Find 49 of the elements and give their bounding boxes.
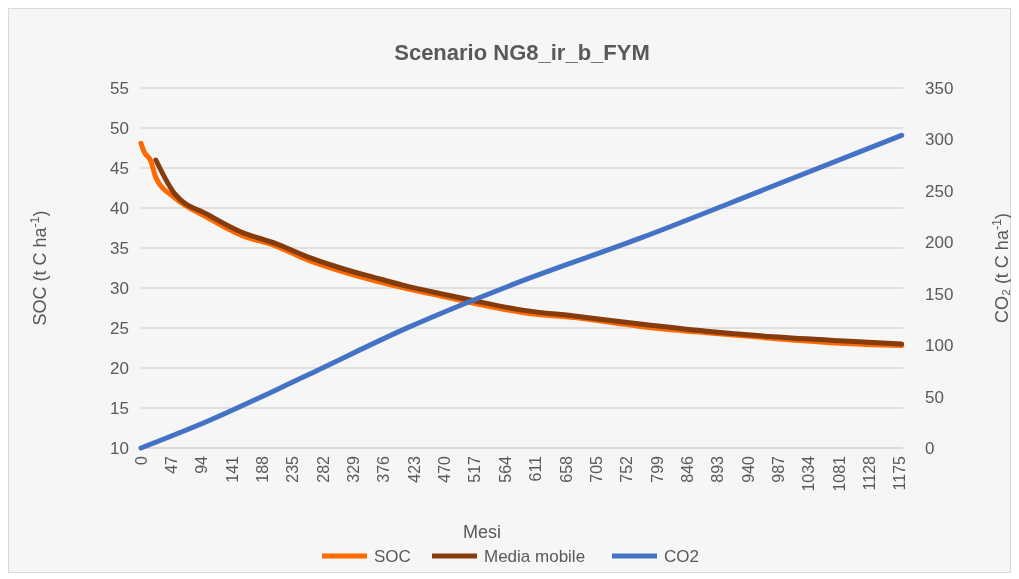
x-tick-label: 0: [132, 455, 150, 465]
y-tick-label: 30: [110, 278, 129, 298]
x-tick-label: 752: [618, 455, 636, 483]
y2-tick-label: 350: [925, 78, 954, 98]
x-tick-label: 517: [466, 455, 484, 483]
y2-tick-label: 300: [925, 130, 954, 150]
x-tick-label: 846: [678, 455, 696, 483]
x-tick-label: 940: [739, 455, 757, 483]
y2-tick-label: 50: [925, 387, 944, 407]
y-tick-label: 40: [110, 198, 129, 218]
legend-label: SOC: [374, 546, 411, 566]
x-tick-label: 235: [284, 455, 302, 483]
x-tick-label: 282: [314, 455, 332, 483]
x-tick-label: 564: [496, 455, 514, 483]
y-tick-label: 45: [110, 158, 129, 178]
x-tick-label: 1034: [800, 455, 818, 492]
y2-tick-label: 0: [925, 438, 935, 458]
x-tick-label: 611: [527, 455, 545, 482]
y2-tick-label: 250: [925, 181, 954, 201]
x-tick-label: 799: [648, 455, 666, 483]
x-tick-label: 188: [254, 455, 271, 483]
y-tick-label: 10: [110, 438, 129, 458]
x-tick-label: 893: [709, 455, 727, 483]
y-tick-label: 15: [110, 398, 129, 418]
x-tick-label: 1081: [830, 455, 848, 492]
x-tick-label: 658: [557, 455, 575, 483]
x-tick-label: 423: [405, 455, 423, 483]
x-tick-label: 705: [587, 455, 605, 483]
legend-label: CO2: [664, 546, 699, 566]
y2-tick-label: 150: [925, 284, 954, 304]
x-tick-label: 470: [436, 455, 454, 483]
x-tick-label: 141: [223, 455, 241, 483]
chart-title: Scenario NG8_ir_b_FYM: [394, 40, 650, 65]
y-tick-label: 20: [110, 358, 129, 378]
x-tick-label: 1128: [861, 455, 879, 491]
x-tick-label: 329: [345, 455, 363, 483]
legend-label: Media mobile: [484, 546, 586, 566]
y2-tick-label: 100: [925, 336, 954, 356]
x-tick-label: 987: [769, 455, 787, 483]
y-tick-label: 35: [110, 238, 129, 258]
x-tick-label: 1175: [891, 455, 909, 491]
y-tick-label: 25: [110, 318, 129, 338]
x-axis-title: Mesi: [462, 522, 502, 542]
x-tick-label: 47: [162, 455, 180, 474]
y-tick-label: 50: [110, 118, 129, 138]
y-tick-label: 55: [110, 78, 129, 98]
y2-tick-label: 200: [925, 233, 954, 253]
x-tick-label: 376: [375, 455, 393, 483]
x-tick-label: 94: [193, 455, 211, 474]
